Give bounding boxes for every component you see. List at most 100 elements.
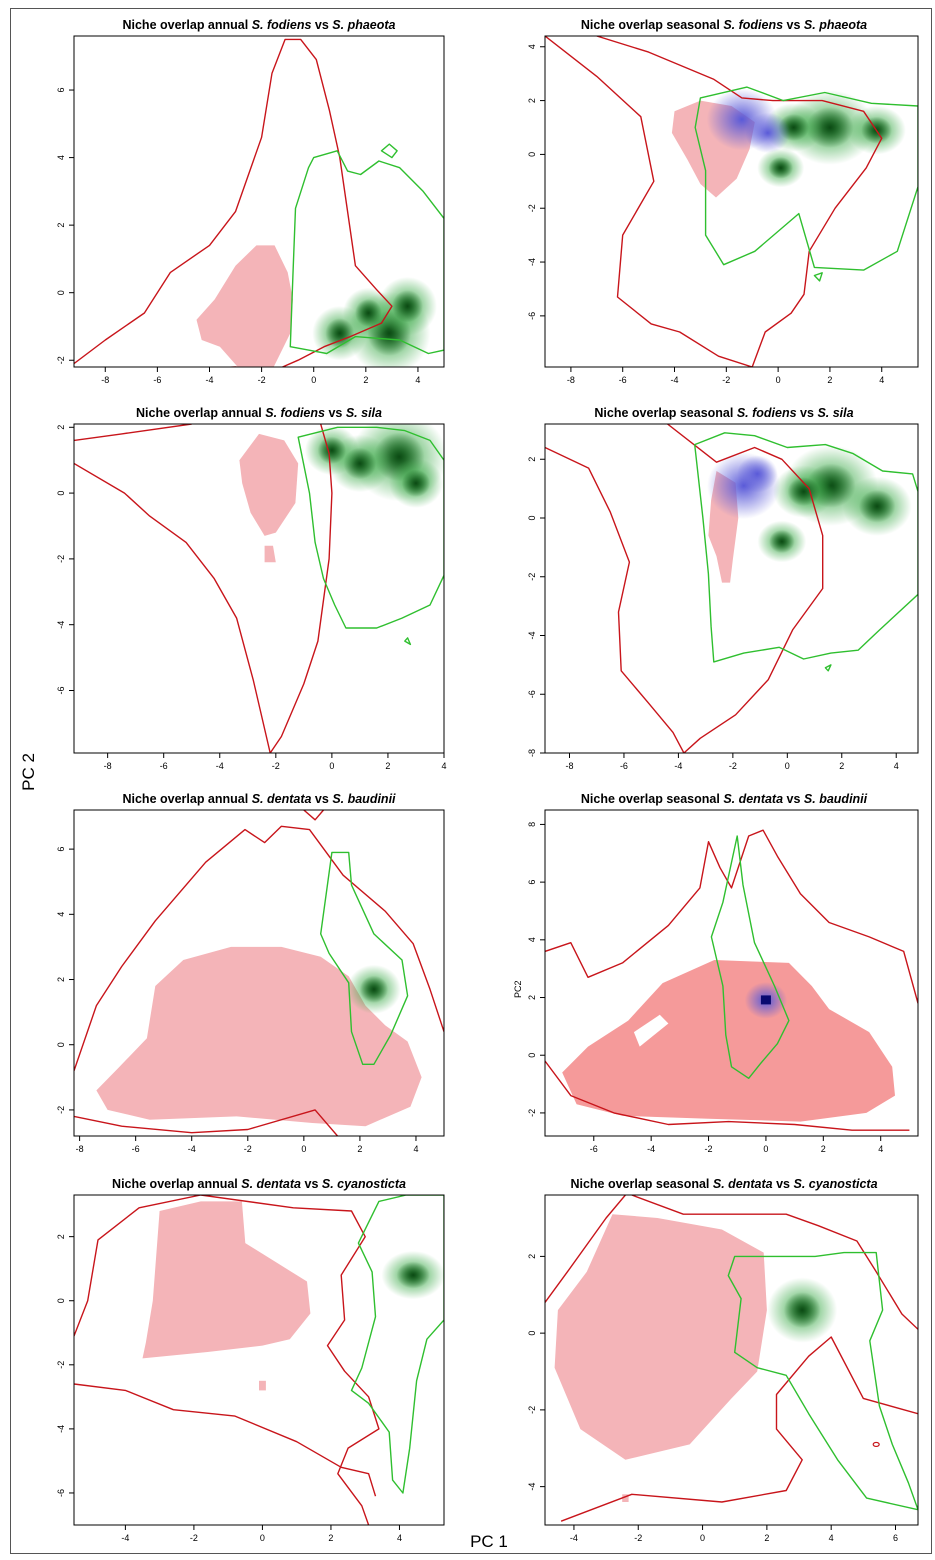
y-tick-label: 0 xyxy=(527,515,537,520)
x-tick-label: -8 xyxy=(565,761,573,771)
x-tick-label: 4 xyxy=(441,761,446,771)
species-name: S. fodiens xyxy=(265,406,325,420)
x-tick-label: 0 xyxy=(700,1533,705,1543)
x-tick-label: 2 xyxy=(357,1144,362,1154)
title-text: vs xyxy=(783,792,804,806)
y-tick-label: 2 xyxy=(527,995,537,1000)
plot-area xyxy=(545,424,918,753)
panel-title: Niche overlap seasonal S. fodiens vs S. … xyxy=(581,18,867,32)
plot-box xyxy=(544,423,919,754)
species1-contour xyxy=(74,424,333,753)
x-tick-label: -4 xyxy=(216,761,224,771)
title-text: Niche overlap annual xyxy=(122,792,251,806)
plot-box xyxy=(73,809,445,1137)
panel-title: Niche overlap seasonal S. dentata vs S. … xyxy=(581,792,868,806)
x-tick-label: -4 xyxy=(205,375,213,385)
y-tick-label: -6 xyxy=(527,312,537,320)
species2-contour xyxy=(350,1195,444,1494)
species1-contour-segment xyxy=(631,1195,918,1330)
y-tick-label: 0 xyxy=(527,1053,537,1058)
species-name: S. dentata xyxy=(241,1177,301,1191)
plot-box xyxy=(73,1194,445,1526)
species1-contour-segment xyxy=(74,1383,377,1497)
species1-density-region xyxy=(142,1201,311,1359)
y-tick-label: -2 xyxy=(56,555,66,563)
x-tick-label: -4 xyxy=(121,1533,129,1543)
species2-contour-islet xyxy=(380,143,398,159)
species-name: S. baudinii xyxy=(332,792,396,806)
x-tick-label: -2 xyxy=(258,375,266,385)
species1-density-region xyxy=(196,245,293,367)
x-tick-label: 4 xyxy=(415,375,420,385)
x-tick-label: 4 xyxy=(829,1533,834,1543)
y-tick-label: -4 xyxy=(527,258,537,266)
plot-box xyxy=(544,809,919,1137)
species2-contour xyxy=(320,851,409,1066)
x-tick-label: 4 xyxy=(878,1144,883,1154)
title-text: Niche overlap annual xyxy=(136,406,265,420)
figure-ylabel: PC 2 xyxy=(19,753,38,791)
species2-density-core xyxy=(769,529,795,554)
panel-title: Niche overlap annual S. dentata vs S. cy… xyxy=(112,1177,406,1191)
title-text: Niche overlap seasonal xyxy=(594,406,736,420)
title-text: vs xyxy=(773,1177,794,1191)
species2-contour xyxy=(727,1251,918,1511)
title-text: Niche overlap annual xyxy=(112,1177,241,1191)
y-tick-label: 2 xyxy=(527,1254,537,1259)
title-text: Niche overlap seasonal xyxy=(581,792,723,806)
panel-p2: -8 -6 -4 -2 0 2 4 -6 -4 -2 0 2 4 Niche overlap season… xyxy=(527,18,919,385)
x-tick-label: 6 xyxy=(893,1533,898,1543)
plot-box xyxy=(544,35,919,368)
species1-contour xyxy=(545,36,883,367)
y-tick-label: -4 xyxy=(56,621,66,629)
y-tick-label: -2 xyxy=(527,1406,537,1414)
panel-title: Niche overlap seasonal S. dentata vs S. … xyxy=(570,1177,877,1191)
panel-title: Niche overlap annual S. fodiens vs S. si… xyxy=(136,406,382,420)
species1-density-region xyxy=(239,433,299,536)
species1-contour xyxy=(545,424,824,753)
y-tick-label: 2 xyxy=(56,1234,66,1239)
panel-p5: -8 -6 -4 -2 0 2 4 -2 0 2 4 6 Niche overlap annual S.… xyxy=(56,792,445,1154)
x-tick-label: -4 xyxy=(570,1533,578,1543)
species1-contour xyxy=(545,829,918,1004)
x-tick-label: -8 xyxy=(567,375,575,385)
species2-contour xyxy=(694,432,918,663)
species2-density-core xyxy=(317,436,347,465)
species2-contour xyxy=(710,835,790,1080)
x-tick-label: 0 xyxy=(776,375,781,385)
y-tick-label: 0 xyxy=(56,491,66,496)
species2-density-core xyxy=(768,156,794,179)
title-text: vs xyxy=(797,406,818,420)
title-text: vs xyxy=(311,18,332,32)
x-tick-label: -6 xyxy=(132,1144,140,1154)
y-tick-label: -2 xyxy=(56,1106,66,1114)
x-tick-label: 4 xyxy=(879,375,884,385)
x-tick-label: -2 xyxy=(272,761,280,771)
species-name: S. dentata xyxy=(713,1177,773,1191)
panel-title: Niche overlap annual S. dentata vs S. ba… xyxy=(122,792,396,806)
species-name: S. cyanosticta xyxy=(793,1177,877,1191)
y-tick-label: 8 xyxy=(527,822,537,827)
y-tick-label: 4 xyxy=(56,155,66,160)
species-name: S. fodiens xyxy=(737,406,797,420)
panel-title: Niche overlap annual S. fodiens vs S. ph… xyxy=(122,18,395,32)
x-tick-label: 2 xyxy=(385,761,390,771)
plot-area xyxy=(545,1195,918,1522)
figure-xlabel: PC 1 xyxy=(470,1532,508,1551)
species-name: S. cyanosticta xyxy=(322,1177,406,1191)
title-text: vs xyxy=(301,1177,322,1191)
species-name: S. sila xyxy=(346,406,382,420)
y-tick-label: 6 xyxy=(56,87,66,92)
density-gap xyxy=(633,1014,669,1047)
y-tick-label: -4 xyxy=(527,631,537,639)
x-tick-label: -2 xyxy=(729,761,737,771)
y-tick-label: -2 xyxy=(527,573,537,581)
species2-contour-islet xyxy=(824,664,832,672)
species2-density-core xyxy=(355,298,382,327)
species1-contour-islet xyxy=(872,1441,880,1448)
species2-contour xyxy=(289,150,444,355)
panel-p7: -4 -2 0 2 4 -6 -4 -2 0 2 Niche overlap annual S. d… xyxy=(56,1177,445,1543)
species1-density-region xyxy=(554,1214,767,1460)
title-text: vs xyxy=(783,18,804,32)
y-tick-label: -6 xyxy=(56,1489,66,1497)
